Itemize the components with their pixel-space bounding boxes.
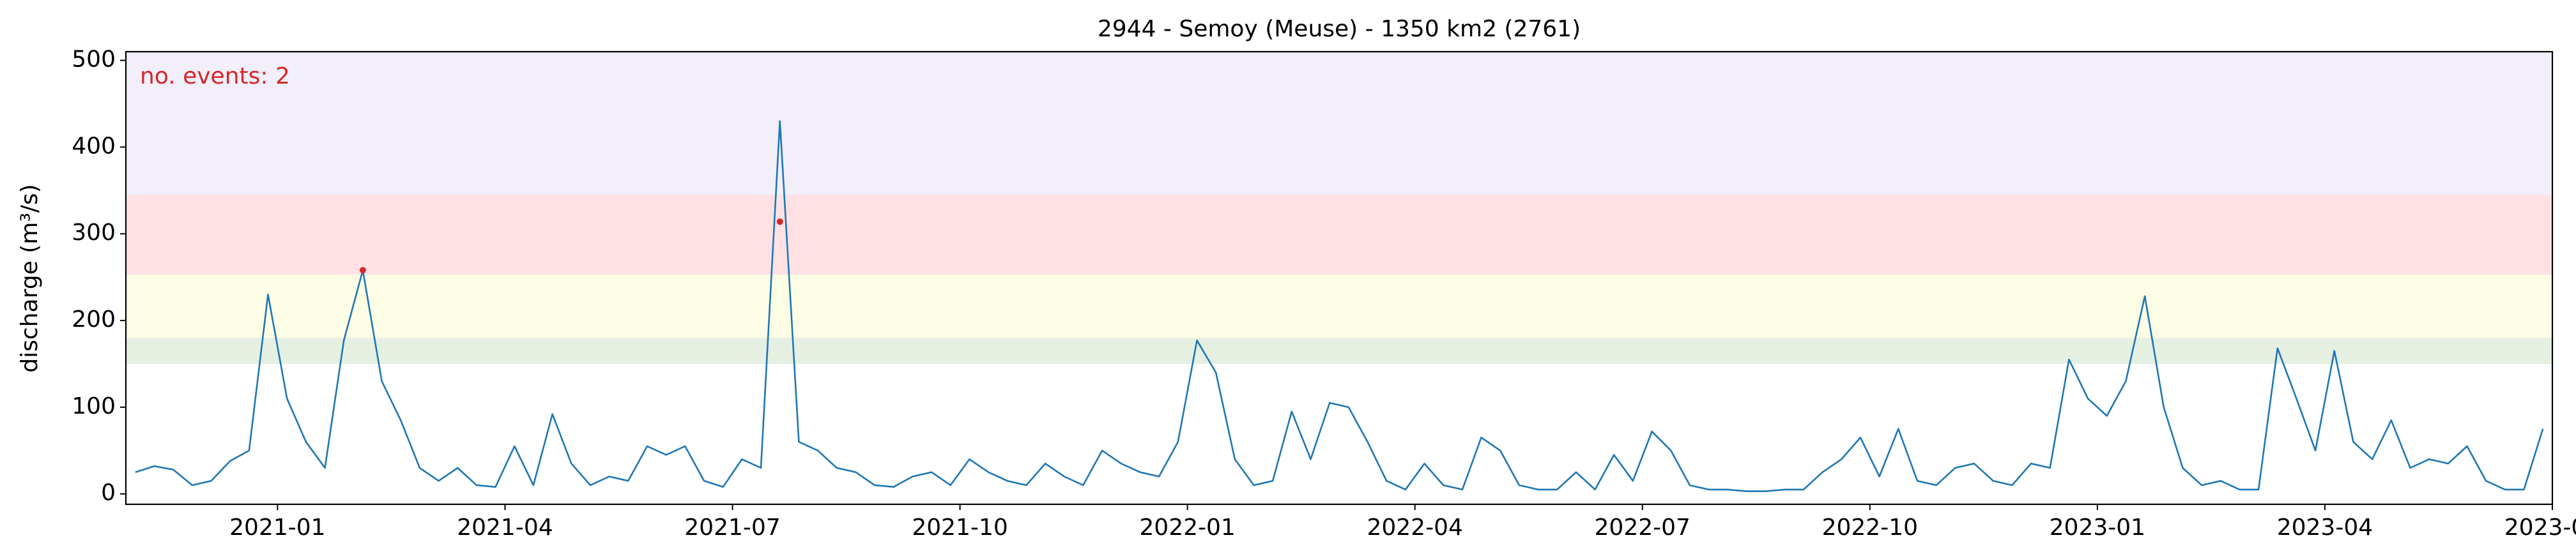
y-tick-label: 500 xyxy=(72,47,116,73)
y-tick-label: 100 xyxy=(72,393,116,419)
threshold-band xyxy=(126,52,2552,195)
x-tick-label: 2023-04 xyxy=(2277,515,2373,541)
x-tick-label: 2022-10 xyxy=(1822,515,1918,541)
y-tick-label: 400 xyxy=(72,133,116,159)
event-marker xyxy=(776,218,783,225)
x-tick-label: 2021-07 xyxy=(684,515,780,541)
plot-frame xyxy=(125,50,2554,506)
x-tick-label: 2021-01 xyxy=(229,515,325,541)
x-tick-label: 2022-01 xyxy=(1139,515,1235,541)
event-marker xyxy=(359,267,366,274)
y-tick-label: 0 xyxy=(101,480,116,506)
y-axis-label: discharge (m³/s) xyxy=(17,184,43,372)
y-tick-label: 200 xyxy=(72,306,116,333)
threshold-band xyxy=(126,338,2552,364)
threshold-band xyxy=(126,274,2552,338)
x-tick-label: 2022-04 xyxy=(1367,515,1462,541)
y-tick-label: 300 xyxy=(72,220,116,246)
x-tick-label: 2021-04 xyxy=(457,515,553,541)
x-tick-label: 2022-07 xyxy=(1595,515,1690,541)
chart-title: 2944 - Semoy (Meuse) - 1350 km2 (2761) xyxy=(1098,16,1581,42)
threshold-band xyxy=(126,195,2552,275)
x-tick-label: 2023-07 xyxy=(2504,515,2576,541)
x-tick-label: 2021-10 xyxy=(912,515,1008,541)
x-tick-label: 2023-01 xyxy=(2050,515,2145,541)
event-count: no. events: 2 xyxy=(140,63,290,89)
discharge-line xyxy=(135,120,2544,492)
